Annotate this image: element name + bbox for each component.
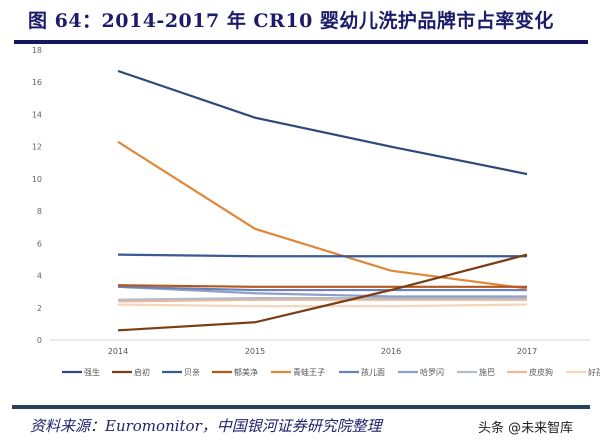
legend-label: 施巴 (479, 367, 495, 377)
y-tick-label: 2 (37, 304, 42, 313)
legend-label: 孩儿面 (361, 367, 385, 377)
y-tick-label: 8 (37, 207, 42, 216)
legend-label: 青蛙王子 (293, 367, 325, 377)
source-note: 资料来源：Euromonitor，中国银河证券研究院整理 (30, 417, 382, 435)
series-line-皮皮狗 (117, 298, 527, 303)
watermark: 头条 @未来智库 (478, 421, 574, 436)
legend-label: 好孩子 (588, 367, 600, 377)
legend-label: 强生 (84, 367, 100, 377)
x-tick-label: 2014 (108, 347, 128, 356)
y-tick-label: 0 (37, 336, 42, 345)
series-line-启初 (117, 253, 528, 332)
series-line-贝亲 (117, 253, 527, 258)
y-tick-label: 12 (32, 143, 42, 152)
y-tick-label: 18 (32, 46, 42, 55)
series-line-郁美净 (117, 284, 527, 288)
y-tick-label: 14 (32, 110, 42, 119)
y-tick-label: 6 (37, 239, 42, 248)
series-line-孩儿面 (117, 285, 527, 292)
title-divider (14, 40, 588, 44)
y-tick-label: 4 (37, 272, 42, 281)
legend-label: 哈罗闪 (420, 367, 444, 377)
legend-label: 贝亲 (184, 367, 200, 377)
footer-divider (12, 405, 590, 409)
figure-title: 图 64：2014-2017 年 CR10 婴幼儿洗护品牌市占率变化 (28, 10, 554, 32)
legend-label: 郁美净 (234, 367, 258, 377)
line-chart: 0 2 4 6 8 10 12 14 16 18 2014 2015 2016 2017 强生 启初 贝亲 郁美净… (32, 46, 600, 377)
legend-label: 启初 (134, 367, 150, 377)
x-tick-label: 2016 (381, 347, 401, 356)
series-line-施巴 (117, 297, 527, 301)
series-line-哈罗闪 (117, 285, 527, 298)
series-line-强生 (117, 69, 528, 176)
x-tick-label: 2015 (245, 347, 265, 356)
legend-label: 皮皮狗 (529, 367, 553, 377)
series-line-青蛙王子 (117, 140, 528, 290)
x-tick-label: 2017 (517, 347, 537, 356)
y-tick-label: 10 (32, 175, 42, 184)
y-tick-label: 16 (32, 78, 42, 87)
